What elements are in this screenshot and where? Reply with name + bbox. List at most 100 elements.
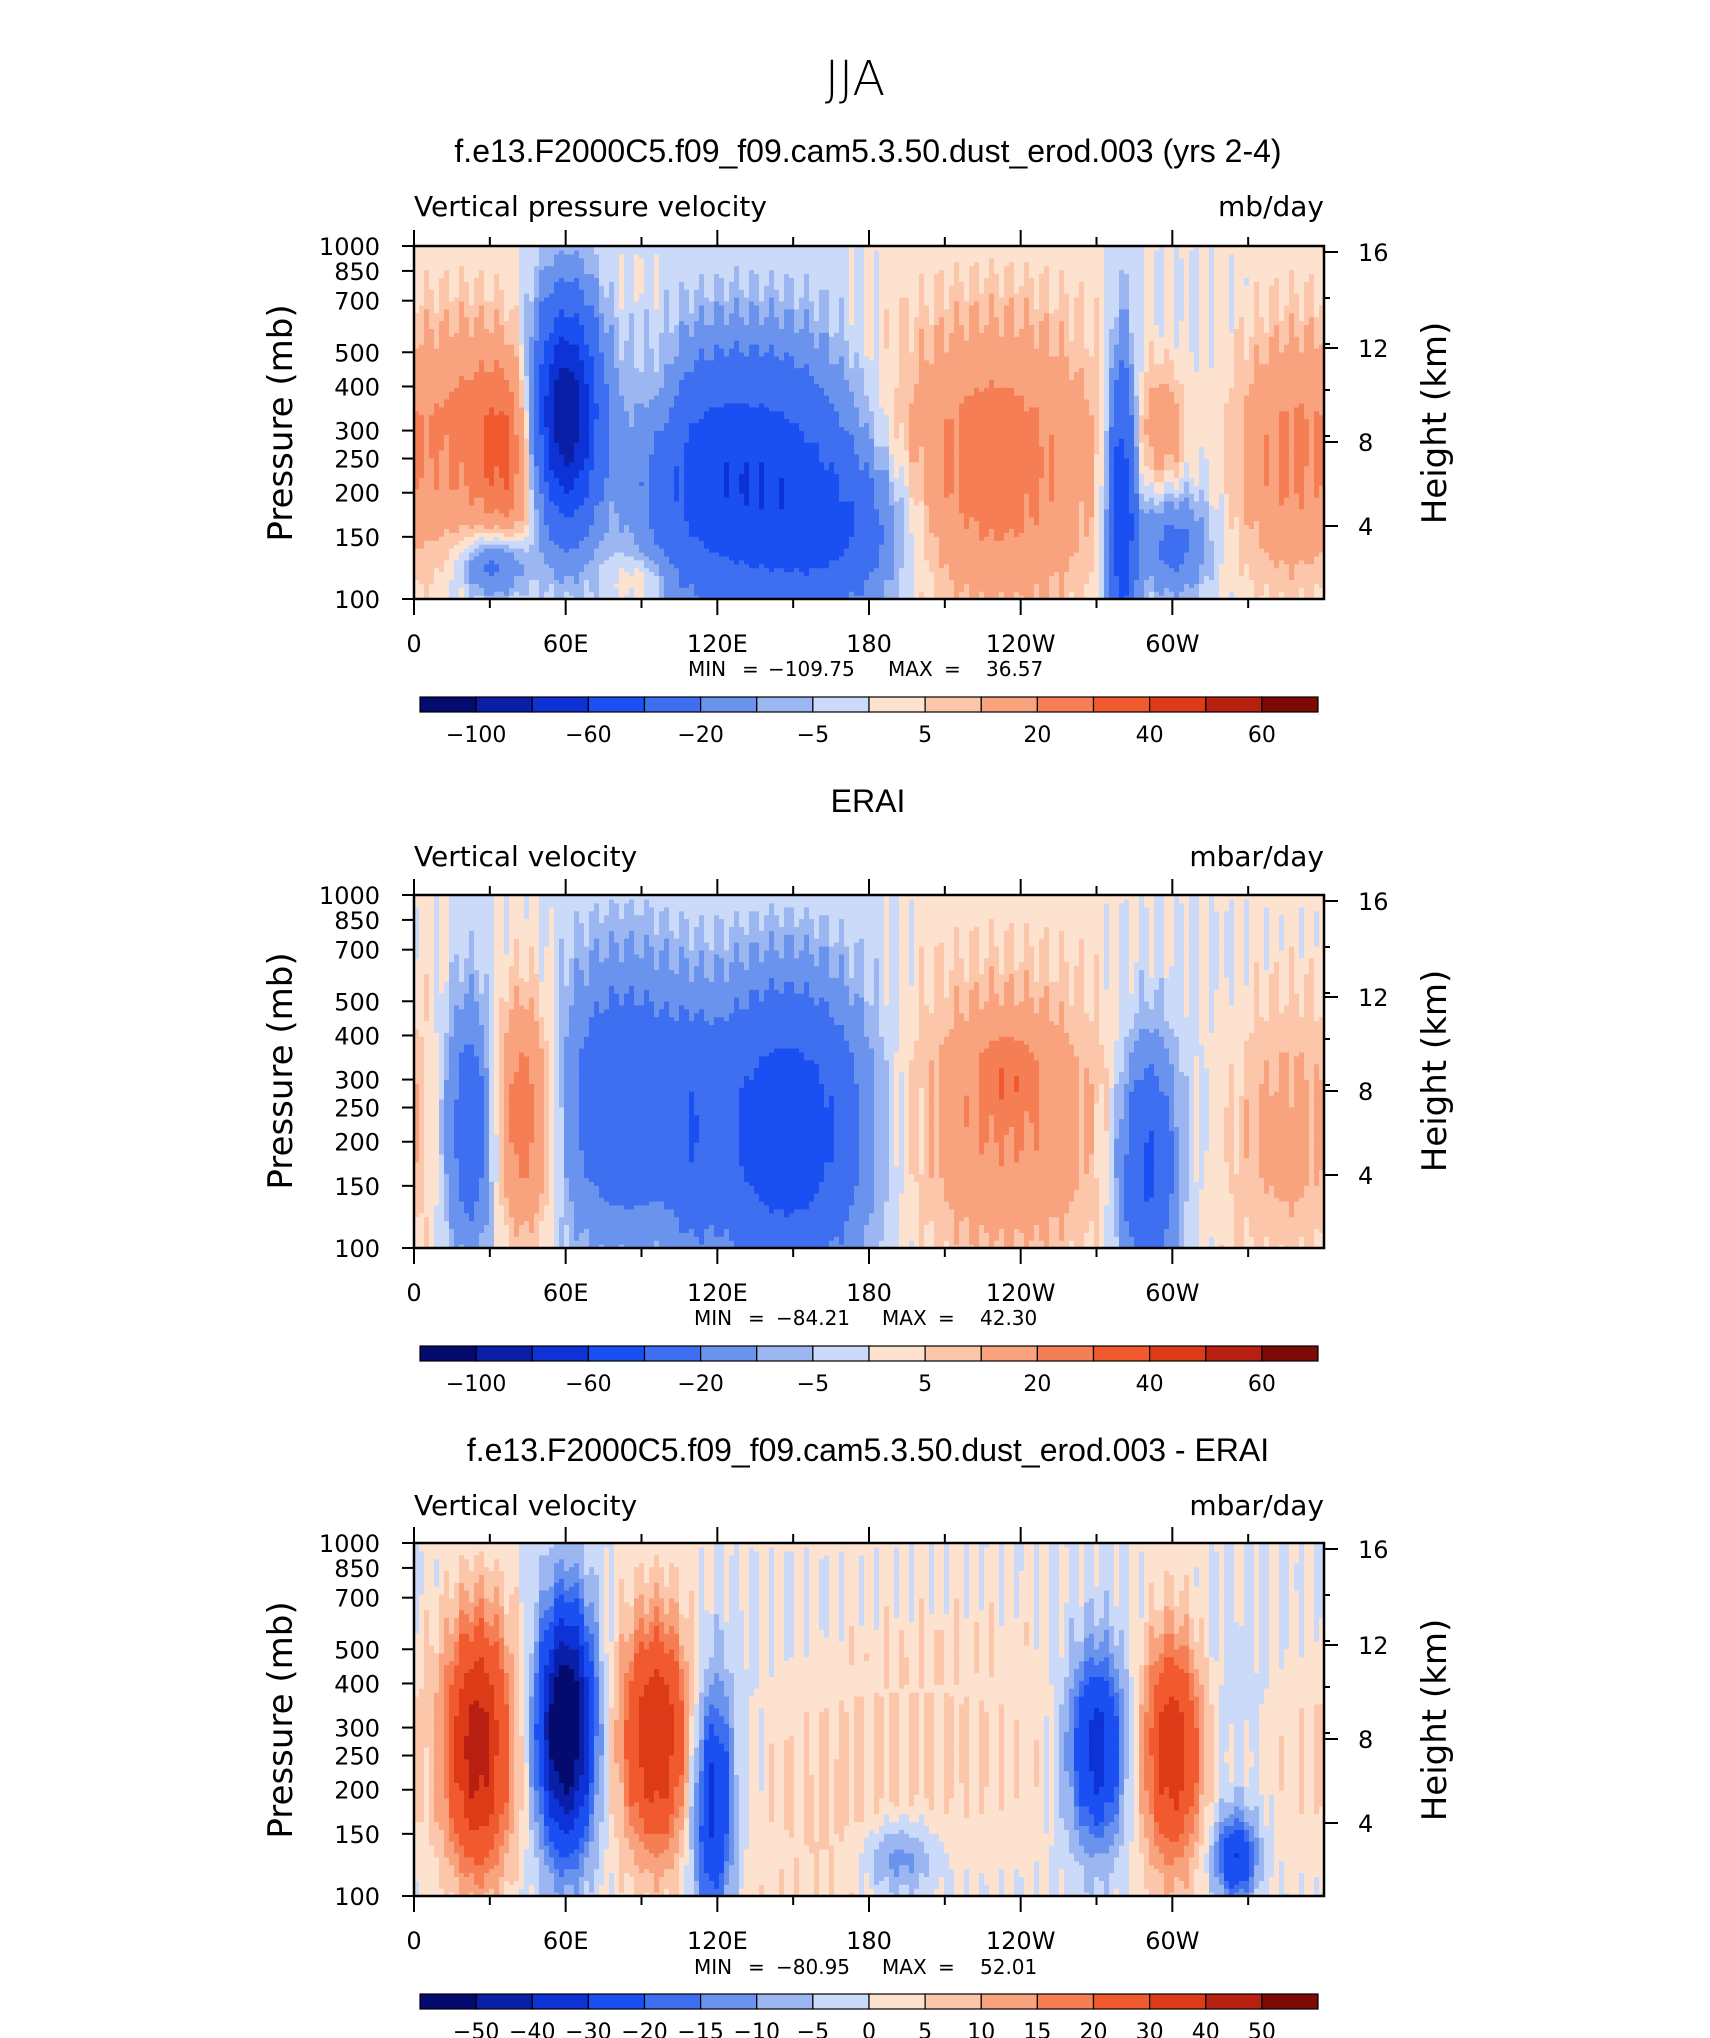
field-cell xyxy=(1069,332,1075,337)
field-cell xyxy=(544,493,550,498)
field-cell xyxy=(899,473,905,479)
field-cell xyxy=(784,414,840,420)
field-cell xyxy=(1119,281,1130,286)
field-cell xyxy=(729,289,745,294)
field-cell xyxy=(1164,473,1175,479)
field-cell xyxy=(909,344,915,349)
field-cell xyxy=(1059,277,1065,282)
field-cell xyxy=(1194,508,1210,514)
field-cell xyxy=(989,532,995,537)
field-cell xyxy=(539,328,555,333)
field-cell xyxy=(499,536,525,541)
field-cell xyxy=(1304,344,1315,349)
field-cell xyxy=(1104,579,1110,584)
field-cell xyxy=(1134,395,1140,400)
field-cell xyxy=(1144,316,1155,322)
field-cell xyxy=(1234,520,1240,526)
field-cell xyxy=(1214,300,1230,306)
field-cell xyxy=(529,438,535,443)
field-cell xyxy=(959,461,1045,467)
field-cell xyxy=(534,473,540,479)
field-cell xyxy=(464,579,470,584)
field-cell xyxy=(579,320,600,326)
field-cell xyxy=(984,285,1000,290)
field-cell xyxy=(649,477,675,482)
field-cell xyxy=(534,493,545,498)
field-cell xyxy=(1069,328,1075,333)
field-cell xyxy=(854,391,865,396)
field-cell xyxy=(1129,504,1140,510)
field-cell xyxy=(609,555,635,561)
field-cell xyxy=(664,300,670,306)
field-cell xyxy=(1314,446,1324,451)
field-cell xyxy=(1099,493,1105,498)
field-cell xyxy=(1199,293,1210,298)
field-cell xyxy=(524,493,530,498)
field-cell xyxy=(1234,285,1255,290)
field-cell xyxy=(994,308,1005,314)
field-cell xyxy=(689,289,695,294)
field-cell xyxy=(874,497,890,502)
field-cell xyxy=(694,591,850,596)
field-cell xyxy=(519,308,525,314)
field-cell xyxy=(1094,453,1105,459)
field-cell xyxy=(874,324,880,329)
field-cell xyxy=(734,559,740,565)
field-cell xyxy=(514,583,530,588)
field-cell xyxy=(499,320,520,326)
field-cell xyxy=(934,320,940,326)
field-cell xyxy=(1314,414,1324,420)
field-cell xyxy=(1114,493,1130,498)
field-cell xyxy=(514,489,525,494)
field-cell xyxy=(1009,296,1015,302)
field-cell xyxy=(879,548,895,553)
field-cell xyxy=(679,308,690,314)
field-cell xyxy=(524,375,530,380)
field-cell xyxy=(1114,563,1130,569)
field-cell xyxy=(1084,528,1090,533)
field-cell xyxy=(1224,497,1230,502)
field-cell xyxy=(904,430,910,435)
field-cell xyxy=(539,395,545,400)
field-cell xyxy=(1099,304,1105,310)
field-cell xyxy=(449,446,485,451)
field-cell xyxy=(1094,351,1100,357)
field-cell xyxy=(579,387,590,392)
field-cell xyxy=(959,320,970,326)
field-cell xyxy=(414,591,425,596)
field-cell xyxy=(524,504,530,510)
field-cell xyxy=(679,485,685,490)
field-cell xyxy=(1019,591,1035,596)
field-cell xyxy=(884,583,900,588)
field-cell xyxy=(924,508,930,514)
field-cell xyxy=(544,465,550,471)
field-cell xyxy=(854,516,880,522)
field-cell xyxy=(1044,465,1050,471)
field-cell xyxy=(929,304,935,310)
field-cell xyxy=(1029,304,1035,310)
field-cell xyxy=(484,273,495,278)
field-cell xyxy=(634,351,645,357)
field-cell xyxy=(594,359,605,365)
field-cell xyxy=(1214,563,1220,569)
field-cell xyxy=(774,312,785,318)
field-cell xyxy=(1074,336,1085,341)
field-cell xyxy=(1249,347,1255,353)
field-cell xyxy=(1259,281,1275,286)
field-cell xyxy=(1294,406,1305,412)
field-cell xyxy=(839,422,860,428)
field-cell xyxy=(919,363,1070,369)
field-cell xyxy=(424,595,430,599)
field-cell xyxy=(519,289,535,294)
field-cell xyxy=(1104,320,1115,326)
field-cell xyxy=(649,493,675,498)
field-cell xyxy=(1139,481,1145,486)
field-cell xyxy=(1074,296,1085,302)
field-cell xyxy=(664,422,690,428)
field-cell xyxy=(1144,422,1180,428)
field-cell xyxy=(934,312,955,318)
field-cell xyxy=(989,320,1000,326)
field-cell xyxy=(494,469,500,475)
field-cell xyxy=(1044,449,1050,455)
field-cell xyxy=(914,336,920,341)
